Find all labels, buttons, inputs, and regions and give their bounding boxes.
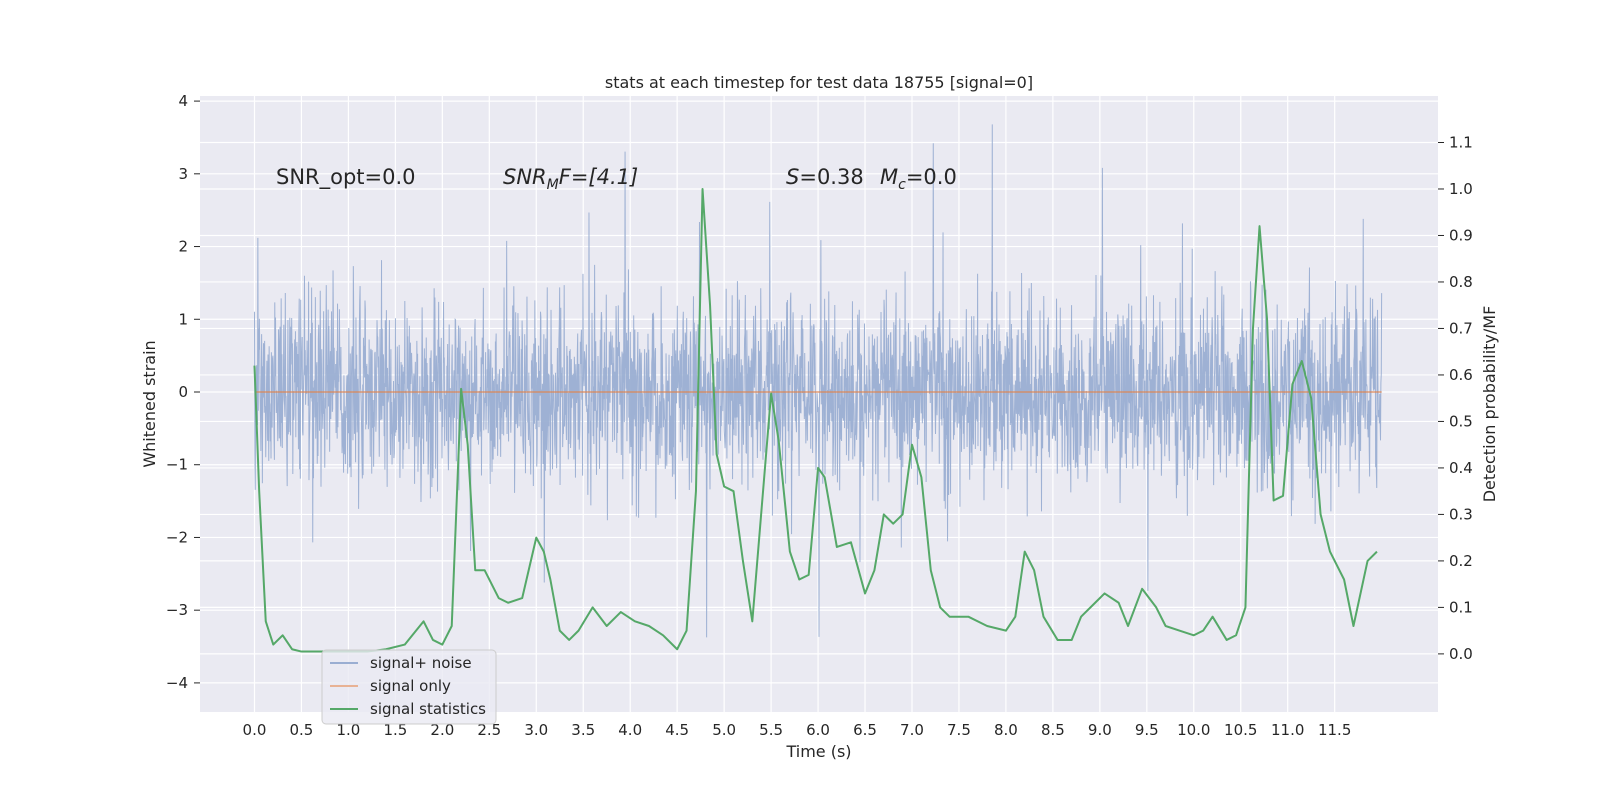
x-tick-label: 6.0 bbox=[806, 721, 830, 739]
y-axis-label: Whitened strain bbox=[140, 340, 159, 467]
x-tick-label: 2.0 bbox=[430, 721, 454, 739]
x-tick-label: 11.0 bbox=[1271, 721, 1304, 739]
x-tick-label: 0.5 bbox=[290, 721, 314, 739]
x-axis-label: Time (s) bbox=[785, 742, 851, 761]
x-tick-label: 5.0 bbox=[712, 721, 736, 739]
series-signal-statistics bbox=[253, 187, 1378, 653]
y-tick-label: 1 bbox=[178, 310, 188, 328]
x-tick-label: 4.5 bbox=[665, 721, 689, 739]
y2-tick-label: 0.4 bbox=[1449, 459, 1473, 477]
y2-tick-label: 0.2 bbox=[1449, 552, 1473, 570]
s-main: S bbox=[786, 165, 799, 189]
x-tick-label: 3.0 bbox=[524, 721, 548, 739]
annotation-mc: Mc=0.0 bbox=[880, 165, 957, 193]
y-tick-label: 4 bbox=[178, 92, 188, 110]
annotation-snr-mf: SNRMF=[4.1] bbox=[503, 165, 638, 193]
legend-label-signal-statistics: signal statistics bbox=[370, 700, 486, 718]
y2-tick-label: 0.7 bbox=[1449, 319, 1473, 337]
y2-tick-label: 1.1 bbox=[1449, 133, 1473, 151]
snr-mf-main: SNR bbox=[503, 165, 547, 189]
series-signal-plus-noise-trace bbox=[253, 124, 1383, 638]
y2-tick-label: 1.0 bbox=[1449, 180, 1473, 198]
y2-tick-label: 0.3 bbox=[1449, 505, 1473, 523]
x-tick-label: 1.0 bbox=[336, 721, 360, 739]
y-tick-label: 3 bbox=[178, 165, 188, 183]
y-tick-label: −3 bbox=[166, 601, 188, 619]
y-tick-label: −2 bbox=[166, 528, 188, 546]
legend-label-signal-only: signal only bbox=[370, 677, 451, 695]
y2-tick-label: 0.8 bbox=[1449, 273, 1473, 291]
x-tick-label: 7.5 bbox=[947, 721, 971, 739]
x-tick-label: 8.0 bbox=[994, 721, 1018, 739]
y2-tick-label: 0.5 bbox=[1449, 412, 1473, 430]
s-rest: =0.38 bbox=[799, 165, 863, 189]
annotation-snr-opt: SNR_opt=0.0 bbox=[276, 165, 416, 190]
annotation-s: S=0.38 bbox=[786, 165, 864, 189]
y2-axis-label: Detection probability/MF bbox=[1480, 306, 1499, 503]
x-tick-label: 0.0 bbox=[243, 721, 267, 739]
x-tick-label: 3.5 bbox=[571, 721, 595, 739]
x-tick-label: 8.5 bbox=[1041, 721, 1065, 739]
x-tick-label: 4.0 bbox=[618, 721, 642, 739]
x-tick-label: 9.0 bbox=[1088, 721, 1112, 739]
x-tick-label: 9.5 bbox=[1135, 721, 1159, 739]
snr-mf-rest: F=[4.1] bbox=[559, 165, 638, 189]
series-signal-plus-noise bbox=[253, 124, 1383, 638]
line-series bbox=[253, 187, 1382, 653]
y-tick-label: 2 bbox=[178, 238, 188, 256]
x-tick-label: 7.0 bbox=[900, 721, 924, 739]
y-tick-label: −4 bbox=[166, 674, 188, 692]
snr-mf-sub: M bbox=[547, 177, 559, 193]
x-tick-label: 2.5 bbox=[477, 721, 501, 739]
mc-main: M bbox=[880, 165, 898, 189]
tick-labels: 0.0 0.5 1.0 1.5 2.0 2.5 3.0 3.5 4.0 4.5 5.0 5.5 6.0 6… bbox=[166, 92, 1473, 739]
y2-tick-label: 0.6 bbox=[1449, 366, 1473, 384]
mc-rest: =0.0 bbox=[906, 165, 957, 189]
x-tick-label: 10.0 bbox=[1177, 721, 1210, 739]
legend: signal+ noise signal only signal statist… bbox=[321, 649, 497, 725]
legend-label-signal-plus-noise: signal+ noise bbox=[370, 654, 472, 672]
y-tick-label: −1 bbox=[166, 456, 188, 474]
mc-sub: c bbox=[898, 177, 906, 193]
chart-title: stats at each timestep for test data 187… bbox=[605, 73, 1033, 92]
y-tick-label: 0 bbox=[178, 383, 188, 401]
grid-lines bbox=[200, 96, 1438, 712]
x-tick-label: 1.5 bbox=[383, 721, 407, 739]
y2-tick-label: 0.1 bbox=[1449, 598, 1473, 616]
y2-tick-label: 0.0 bbox=[1449, 645, 1473, 663]
legend-box bbox=[321, 649, 497, 725]
y2-tick-label: 0.9 bbox=[1449, 226, 1473, 244]
x-tick-label: 6.5 bbox=[853, 721, 877, 739]
x-tick-label: 10.5 bbox=[1224, 721, 1257, 739]
x-tick-label: 11.5 bbox=[1318, 721, 1351, 739]
x-tick-label: 5.5 bbox=[759, 721, 783, 739]
